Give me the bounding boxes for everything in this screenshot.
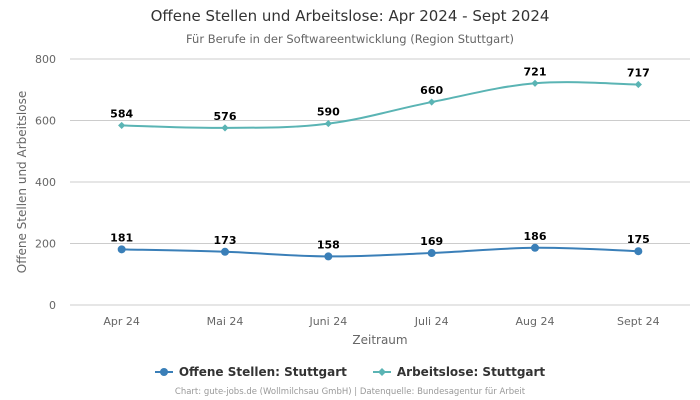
series-line bbox=[121, 81, 639, 129]
data-label: 181 bbox=[110, 231, 133, 244]
y-tick-label: 800 bbox=[35, 53, 56, 66]
series-arbeitslose: 584 576 590 660 721 717 bbox=[110, 65, 650, 132]
data-point[interactable] bbox=[118, 121, 126, 130]
legend-label-offene-stellen: Offene Stellen: Stuttgart bbox=[178, 365, 347, 379]
x-tick-label: Sept 24 bbox=[617, 315, 660, 328]
data-label: 175 bbox=[627, 233, 650, 246]
data-label: 721 bbox=[524, 65, 547, 78]
y-tick-label: 600 bbox=[35, 115, 56, 128]
data-point[interactable] bbox=[324, 252, 333, 261]
data-point[interactable] bbox=[117, 245, 126, 254]
legend-label-arbeitslose: Arbeitslose: Stuttgart bbox=[396, 365, 546, 379]
data-label: 186 bbox=[524, 230, 547, 243]
x-tick-label: Mai 24 bbox=[207, 315, 244, 328]
data-point[interactable] bbox=[531, 79, 539, 87]
x-tick-label: Apr 24 bbox=[103, 315, 140, 328]
data-label: 660 bbox=[420, 84, 443, 97]
legend-item-offene-stellen[interactable]: Offene Stellen: Stuttgart bbox=[154, 365, 347, 379]
data-label: 717 bbox=[627, 67, 650, 80]
data-point[interactable] bbox=[221, 124, 229, 132]
y-tick-label: 200 bbox=[35, 238, 56, 251]
x-tick-label: Aug 24 bbox=[516, 315, 555, 328]
series-offene-stellen: 181 173 158 169 186 175 bbox=[110, 230, 650, 261]
y-tick-label: 0 bbox=[49, 299, 56, 312]
y-axis-title: Offene Stellen und Arbeitslose bbox=[15, 91, 29, 273]
y-axis-ticks: 0 200 400 600 800 bbox=[35, 53, 56, 312]
legend-diamond-marker-icon bbox=[372, 368, 391, 376]
data-point[interactable] bbox=[531, 243, 539, 252]
data-point[interactable] bbox=[427, 249, 436, 258]
data-label: 590 bbox=[317, 106, 340, 119]
x-axis-title: Zeitraum bbox=[352, 333, 407, 347]
x-tick-label: Juni 24 bbox=[308, 315, 347, 328]
data-label: 173 bbox=[214, 234, 237, 247]
grid-lines bbox=[70, 58, 690, 306]
x-axis-ticks: Apr 24 Mai 24 Juni 24 Juli 24 Aug 24 Sept 24 bbox=[103, 315, 659, 328]
data-point[interactable] bbox=[221, 247, 229, 256]
series-group: 181 173 158 169 186 175 584 576 590 660 721 717 bbox=[110, 65, 650, 261]
legend: Offene Stellen: Stuttgart Arbeitslose: S… bbox=[0, 365, 700, 379]
data-point[interactable] bbox=[324, 119, 332, 128]
data-point[interactable] bbox=[428, 98, 436, 106]
legend-circle-marker-icon bbox=[154, 368, 173, 376]
data-point[interactable] bbox=[634, 80, 642, 89]
legend-item-arbeitslose[interactable]: Arbeitslose: Stuttgart bbox=[372, 365, 546, 379]
y-tick-label: 400 bbox=[35, 176, 56, 189]
data-label: 158 bbox=[317, 238, 340, 251]
chart-subtitle: Für Berufe in der Softwareentwicklung (R… bbox=[186, 32, 514, 46]
data-label: 584 bbox=[110, 107, 133, 120]
data-label: 169 bbox=[420, 235, 443, 248]
data-label: 576 bbox=[214, 110, 237, 123]
chart-credits[interactable]: Chart: gute-jobs.de (Wollmilchsau GmbH) … bbox=[174, 387, 526, 397]
chart-title: Offene Stellen und Arbeitslose: Apr 2024… bbox=[150, 7, 550, 25]
data-point[interactable] bbox=[634, 247, 643, 256]
series-line bbox=[121, 246, 639, 258]
x-tick-label: Juli 24 bbox=[414, 315, 449, 328]
